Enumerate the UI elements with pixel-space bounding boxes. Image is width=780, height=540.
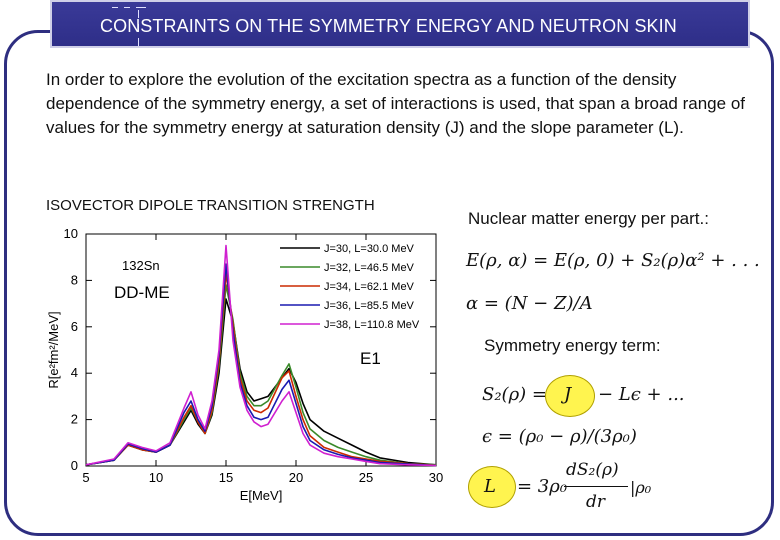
mode-label: E1 [360, 349, 381, 368]
plot-heading: ISOVECTOR DIPOLE TRANSITION STRENGTH [46, 197, 375, 214]
title-decoration [110, 2, 150, 50]
slope-numerator: dS₂(ρ) [566, 460, 619, 480]
intro-paragraph: In order to explore the evolution of the… [46, 70, 745, 137]
y-tick-label: 10 [64, 226, 78, 241]
energy-equation: E(ρ, α) = E(ρ, 0) + S₂(ρ)α² + . . . [466, 250, 760, 271]
x-tick-label: 10 [149, 470, 163, 485]
legend-label-2: J=32, L=46.5 MeV [324, 262, 415, 274]
j-symbol: J [564, 384, 572, 405]
x-tick-label: 25 [359, 470, 373, 485]
x-tick-label: 30 [429, 470, 443, 485]
legend-label-3: J=34, L=62.1 MeV [324, 281, 415, 293]
symmetry-heading: Symmetry energy term: [484, 336, 661, 355]
series-line-5 [85, 244, 437, 467]
x-tick-label: 15 [219, 470, 233, 485]
y-tick-label: 0 [71, 458, 78, 473]
title-bar: CONSTRAINTS ON THE SYMMETRY ENERGY AND N… [50, 0, 750, 48]
legend-label-5: J=38, L=110.8 MeV [324, 319, 420, 331]
plot-frame [85, 233, 437, 467]
l-highlight [468, 466, 516, 508]
model-label: DD-ME [114, 283, 170, 302]
x-tick-label: 5 [82, 470, 89, 485]
fraction-bar [564, 486, 628, 487]
slide-title: CONSTRAINTS ON THE SYMMETRY ENERGY AND N… [100, 16, 677, 36]
dipole-strength-chart: 5 10 15 20 25 30 0 2 4 6 8 10 E[MeV] R[e²fm²/MeV] J=30… [44, 224, 444, 524]
y-axis-label: R[e²fm²/MeV] [46, 311, 61, 388]
j-highlight [545, 375, 595, 417]
y-tick-label: 4 [71, 365, 78, 380]
x-tick-label: 20 [289, 470, 303, 485]
legend-label-1: J=30, L=30.0 MeV [324, 243, 415, 255]
nucleus-label: 132Sn [122, 258, 160, 273]
y-tick-label: 6 [71, 319, 78, 334]
asymmetry-equation: α = (N − Z)/A [466, 293, 593, 314]
epsilon-equation: ϵ = (ρ₀ − ρ)/(3ρ₀) [482, 426, 637, 447]
symmetry-term-lhs: S₂(ρ) = [482, 384, 547, 405]
slope-denominator: dr [586, 492, 606, 512]
y-tick-label: 2 [71, 412, 78, 427]
slide-frame [4, 30, 774, 536]
energy-heading: Nuclear matter energy per part.: [468, 209, 709, 228]
symmetry-term-rhs: − Lϵ + ... [598, 384, 685, 405]
l-symbol: L [484, 476, 496, 497]
slope-equation-lhs: = 3ρ₀ [517, 476, 568, 497]
chart-svg: 5 10 15 20 25 30 0 2 4 6 8 10 E[MeV] R[e²fm²/MeV] J=30… [46, 226, 443, 503]
y-tick-label: 8 [71, 272, 78, 287]
x-axis-label: E[MeV] [240, 488, 283, 503]
slope-evaluation: |ρ₀ [630, 478, 652, 497]
legend-label-4: J=36, L=85.5 MeV [324, 300, 415, 312]
series-line-4 [85, 263, 437, 467]
